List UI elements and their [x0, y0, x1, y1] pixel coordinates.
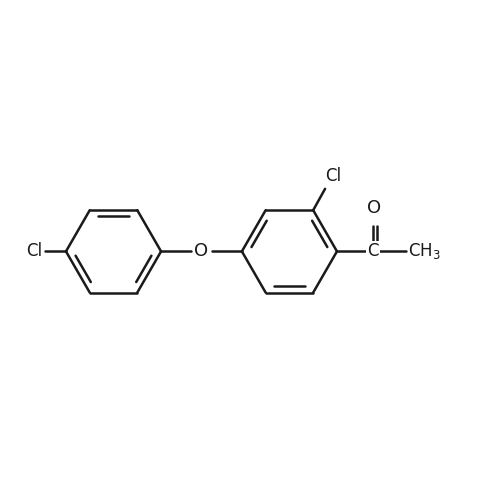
Text: Cl: Cl: [26, 242, 42, 261]
Text: CH$_3$: CH$_3$: [408, 241, 441, 262]
Text: O: O: [194, 242, 208, 261]
Text: C: C: [367, 242, 378, 261]
Text: O: O: [366, 199, 381, 217]
Text: Cl: Cl: [325, 168, 341, 185]
